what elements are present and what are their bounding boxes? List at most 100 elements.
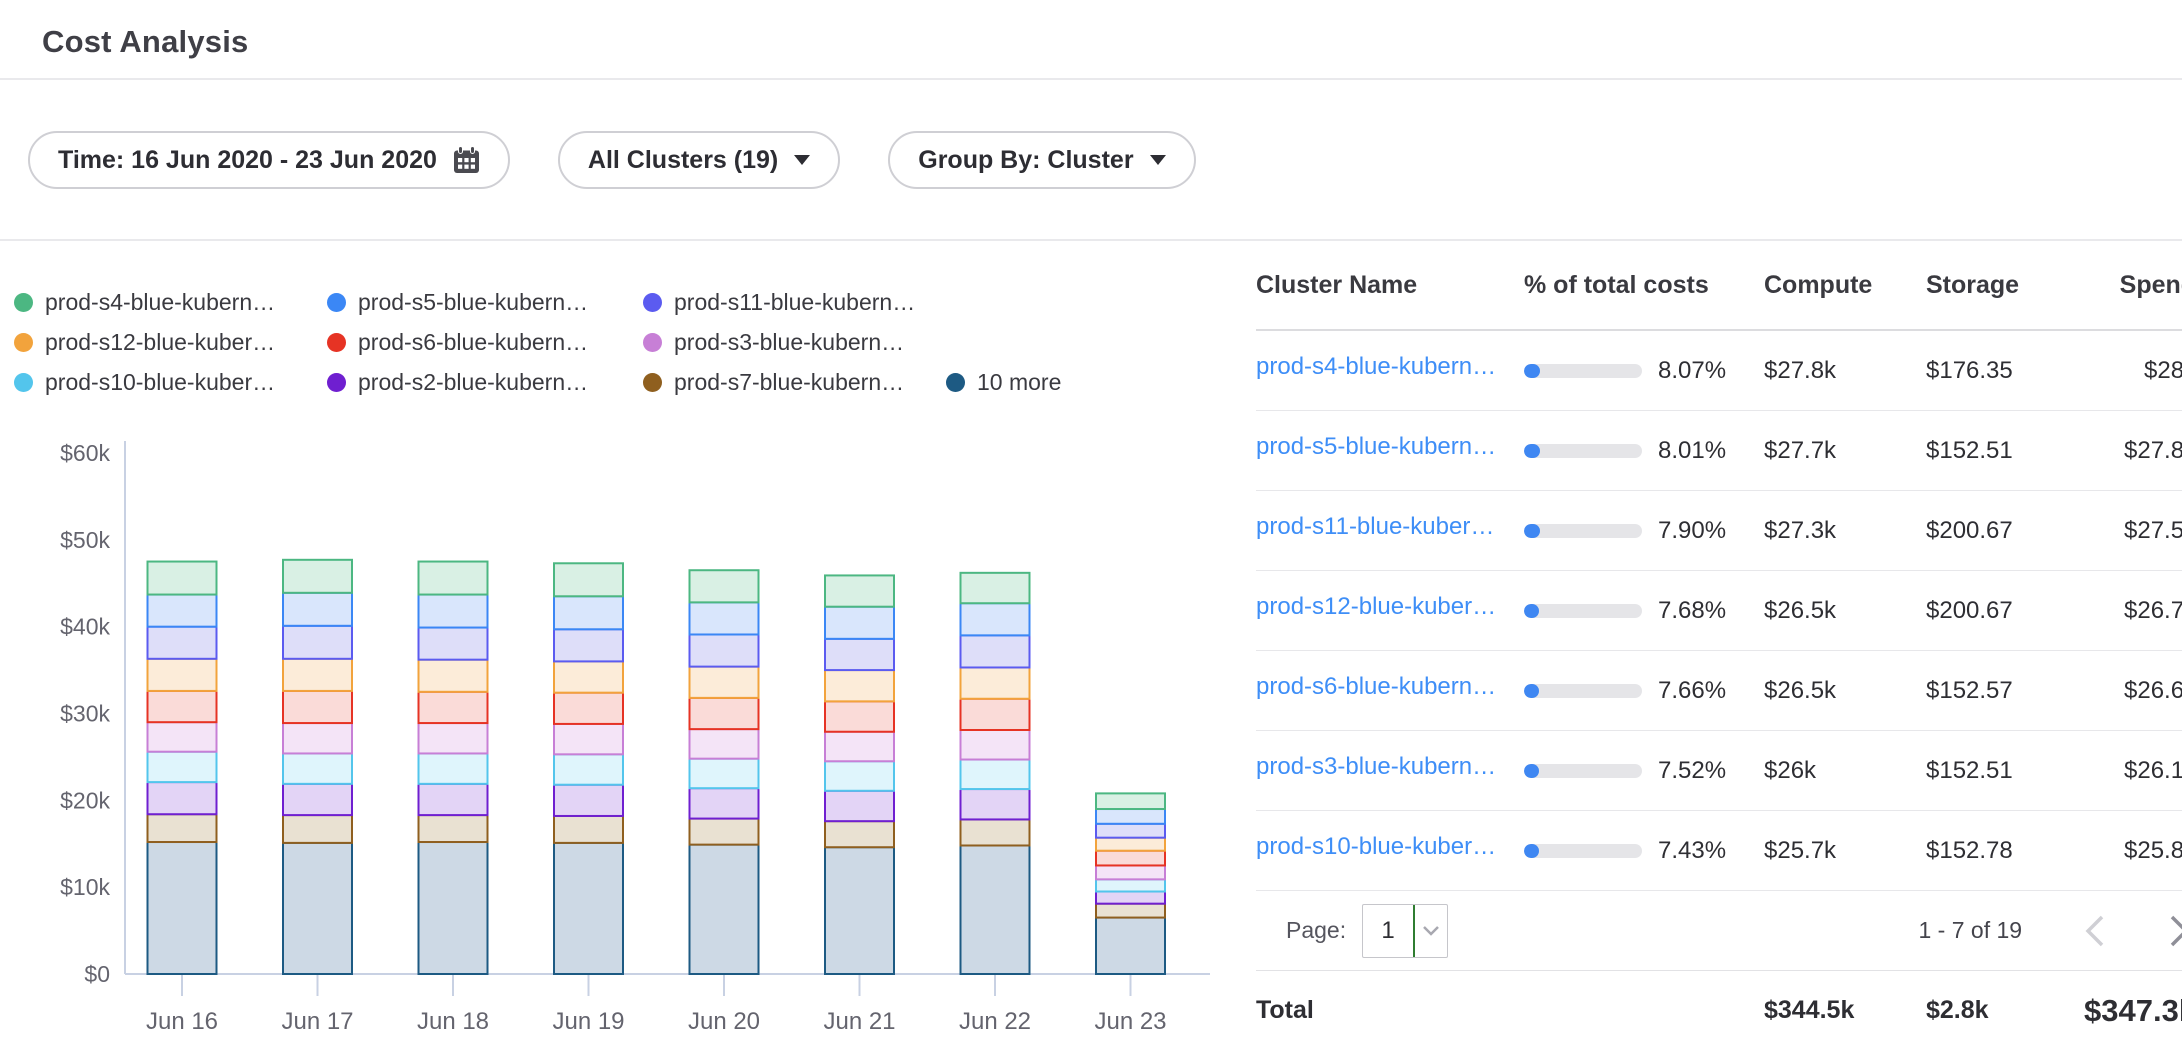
bar-segment-prod-s4-blue-kubern-[interactable] [283, 560, 352, 593]
bar-segment-prod-s12-blue-kuber-[interactable] [825, 670, 894, 701]
page-select[interactable]: 1 [1362, 904, 1448, 958]
bar-segment-prod-s10-blue-kuber-[interactable] [148, 752, 217, 782]
cluster-name-link[interactable]: prod-s3-blue-kubern… [1256, 753, 1496, 781]
bar-segment-prod-s12-blue-kuber-[interactable] [148, 659, 217, 691]
bar-segment-prod-s5-blue-kubern-[interactable] [554, 596, 623, 629]
bar-segment-prod-s10-blue-kuber-[interactable] [419, 753, 488, 783]
next-page-button[interactable] [2168, 914, 2182, 948]
bar-segment-prod-s5-blue-kubern-[interactable] [419, 595, 488, 628]
bar-segment-prod-s10-blue-kuber-[interactable] [283, 753, 352, 783]
cluster-name-link[interactable]: prod-s12-blue-kuber… [1256, 593, 1496, 621]
bar-segment-prod-s3-blue-kubern-[interactable] [825, 732, 894, 762]
bar-segment-prod-s11-blue-kubern-[interactable] [554, 629, 623, 661]
cluster-name-link[interactable]: prod-s6-blue-kubern… [1256, 673, 1496, 701]
bar-segment-prod-s11-blue-kubern-[interactable] [825, 639, 894, 670]
bar-segment-prod-s11-blue-kubern-[interactable] [419, 628, 488, 660]
bar-segment-prod-s11-blue-kubern-[interactable] [961, 635, 1030, 667]
bar-segment-10-more[interactable] [419, 842, 488, 974]
cluster-name-link[interactable]: prod-s10-blue-kuber… [1256, 833, 1496, 861]
bar-segment-prod-s6-blue-kubern-[interactable] [961, 699, 1030, 730]
cluster-name-link[interactable]: prod-s4-blue-kubern… [1256, 353, 1496, 381]
bar-segment-prod-s7-blue-kubern-[interactable] [283, 815, 352, 843]
legend-item[interactable]: prod-s2-blue-kubern… [327, 369, 643, 396]
bar-segment-prod-s7-blue-kubern-[interactable] [148, 814, 217, 842]
bar-segment-prod-s2-blue-kubern-[interactable] [283, 784, 352, 815]
bar-segment-prod-s12-blue-kuber-[interactable] [1096, 838, 1165, 851]
bar-segment-10-more[interactable] [961, 845, 1030, 974]
bar-segment-prod-s4-blue-kubern-[interactable] [825, 575, 894, 606]
bar-segment-prod-s6-blue-kubern-[interactable] [825, 701, 894, 731]
bar-segment-prod-s3-blue-kubern-[interactable] [148, 722, 217, 752]
bar-segment-prod-s2-blue-kubern-[interactable] [961, 789, 1030, 819]
bar-segment-prod-s5-blue-kubern-[interactable] [283, 593, 352, 626]
bar-segment-prod-s7-blue-kubern-[interactable] [690, 819, 759, 845]
bar-segment-prod-s4-blue-kubern-[interactable] [690, 570, 759, 602]
bar-segment-prod-s5-blue-kubern-[interactable] [690, 602, 759, 634]
legend-item[interactable]: prod-s5-blue-kubern… [327, 289, 643, 316]
bar-segment-prod-s4-blue-kubern-[interactable] [961, 573, 1030, 603]
previous-page-button[interactable] [2084, 914, 2106, 948]
bar-segment-prod-s6-blue-kubern-[interactable] [690, 698, 759, 729]
bar-segment-prod-s4-blue-kubern-[interactable] [1096, 793, 1165, 809]
legend-item[interactable]: prod-s7-blue-kubern… [643, 369, 946, 396]
bar-segment-prod-s2-blue-kubern-[interactable] [148, 782, 217, 814]
bar-segment-prod-s12-blue-kuber-[interactable] [419, 660, 488, 692]
bar-segment-prod-s5-blue-kubern-[interactable] [148, 595, 217, 627]
bar-segment-prod-s10-blue-kuber-[interactable] [1096, 879, 1165, 891]
cluster-name-link[interactable]: prod-s5-blue-kubern… [1256, 433, 1496, 461]
bar-segment-prod-s11-blue-kubern-[interactable] [1096, 824, 1165, 838]
bar-segment-prod-s6-blue-kubern-[interactable] [419, 692, 488, 723]
bar-segment-10-more[interactable] [690, 845, 759, 974]
bar-segment-prod-s7-blue-kubern-[interactable] [1096, 904, 1165, 918]
bar-segment-prod-s12-blue-kuber-[interactable] [961, 667, 1030, 698]
bar-segment-prod-s7-blue-kubern-[interactable] [554, 816, 623, 843]
bar-segment-prod-s7-blue-kubern-[interactable] [961, 819, 1030, 845]
bar-segment-prod-s6-blue-kubern-[interactable] [283, 691, 352, 723]
bar-segment-prod-s7-blue-kubern-[interactable] [825, 821, 894, 847]
legend-item[interactable]: prod-s11-blue-kubern… [643, 289, 946, 316]
bar-segment-prod-s3-blue-kubern-[interactable] [554, 724, 623, 754]
legend-item[interactable]: prod-s3-blue-kubern… [643, 329, 946, 356]
bar-segment-prod-s2-blue-kubern-[interactable] [419, 784, 488, 815]
bar-segment-prod-s5-blue-kubern-[interactable] [825, 607, 894, 639]
bar-segment-prod-s12-blue-kuber-[interactable] [554, 661, 623, 692]
bar-segment-prod-s5-blue-kubern-[interactable] [961, 603, 1030, 635]
bar-segment-10-more[interactable] [148, 842, 217, 974]
bar-segment-prod-s12-blue-kuber-[interactable] [283, 659, 352, 691]
bar-segment-prod-s4-blue-kubern-[interactable] [419, 562, 488, 595]
bar-segment-prod-s6-blue-kubern-[interactable] [148, 691, 217, 722]
bar-segment-prod-s7-blue-kubern-[interactable] [419, 815, 488, 842]
bar-segment-prod-s3-blue-kubern-[interactable] [690, 729, 759, 759]
bar-segment-prod-s2-blue-kubern-[interactable] [825, 791, 894, 821]
bar-segment-10-more[interactable] [825, 847, 894, 974]
bar-segment-prod-s5-blue-kubern-[interactable] [1096, 809, 1165, 824]
time-range-filter-button[interactable]: Time: 16 Jun 2020 - 23 Jun 2020 [28, 131, 510, 189]
bar-segment-prod-s11-blue-kubern-[interactable] [148, 627, 217, 659]
legend-item[interactable]: prod-s4-blue-kubern… [14, 289, 327, 316]
bar-segment-10-more[interactable] [554, 843, 623, 974]
bar-segment-prod-s3-blue-kubern-[interactable] [419, 723, 488, 753]
clusters-filter-dropdown[interactable]: All Clusters (19) [558, 131, 840, 189]
bar-segment-prod-s10-blue-kuber-[interactable] [825, 761, 894, 791]
legend-item[interactable]: prod-s10-blue-kuber… [14, 369, 327, 396]
legend-item[interactable]: prod-s12-blue-kuber… [14, 329, 327, 356]
legend-item[interactable]: 10 more [946, 369, 1061, 396]
bar-segment-prod-s3-blue-kubern-[interactable] [1096, 865, 1165, 879]
bar-segment-prod-s2-blue-kubern-[interactable] [554, 785, 623, 816]
bar-segment-prod-s2-blue-kubern-[interactable] [690, 788, 759, 818]
bar-segment-prod-s6-blue-kubern-[interactable] [1096, 851, 1165, 866]
legend-item[interactable]: prod-s6-blue-kubern… [327, 329, 643, 356]
bar-segment-prod-s3-blue-kubern-[interactable] [961, 730, 1030, 760]
bar-segment-10-more[interactable] [1096, 918, 1165, 974]
group-by-dropdown[interactable]: Group By: Cluster [888, 131, 1195, 189]
bar-segment-prod-s12-blue-kuber-[interactable] [690, 667, 759, 698]
bar-segment-prod-s10-blue-kuber-[interactable] [554, 754, 623, 784]
bar-segment-prod-s6-blue-kubern-[interactable] [554, 693, 623, 724]
bar-segment-prod-s4-blue-kubern-[interactable] [148, 562, 217, 595]
bar-segment-prod-s11-blue-kubern-[interactable] [283, 626, 352, 659]
bar-segment-prod-s11-blue-kubern-[interactable] [690, 634, 759, 666]
bar-segment-prod-s10-blue-kuber-[interactable] [961, 760, 1030, 790]
bar-segment-prod-s4-blue-kubern-[interactable] [554, 563, 623, 596]
bar-segment-10-more[interactable] [283, 843, 352, 974]
cluster-name-link[interactable]: prod-s11-blue-kuber… [1256, 513, 1494, 541]
